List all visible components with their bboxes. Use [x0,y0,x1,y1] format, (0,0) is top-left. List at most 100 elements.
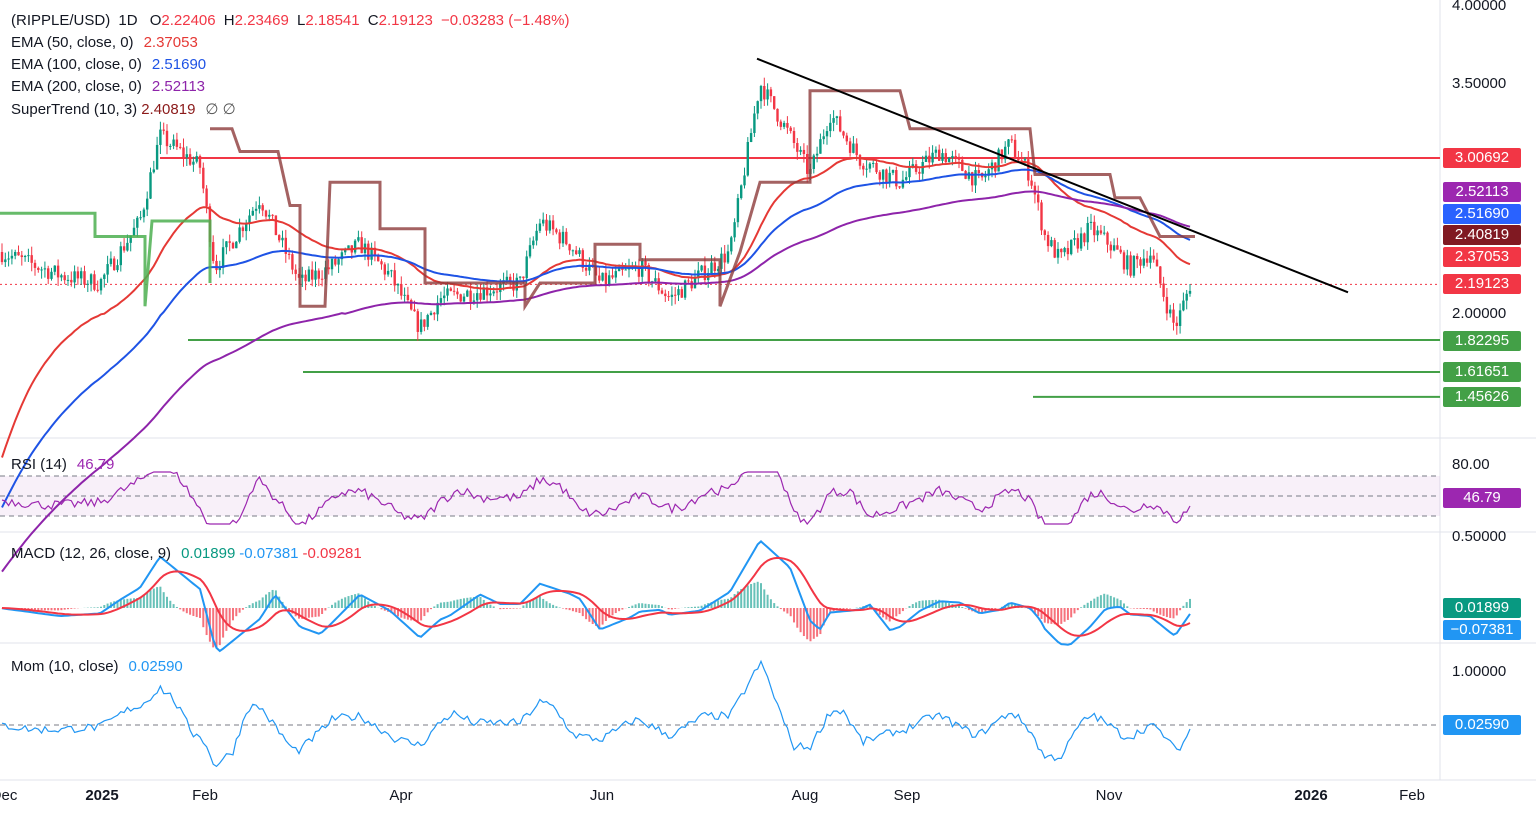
macd-hist-tag: 0.01899 [1443,598,1521,618]
candle-body [505,276,509,281]
candle-body [1010,139,1013,141]
candle-body [829,122,832,132]
candle-body [716,268,720,271]
candle-body [575,250,578,255]
candle-body [287,253,291,255]
candle-body [307,269,311,282]
candle-body [624,269,627,271]
candle-body [479,293,482,300]
candle-body [485,287,489,296]
candle-body [1155,259,1159,267]
candle-body [443,295,446,299]
candle-body [238,227,241,242]
candle-body [1129,255,1132,276]
candle-body [53,265,56,272]
candle-body [235,241,238,249]
price-tag-supertrend: 2.40819 [1443,225,1521,245]
price-tag-ema200: 2.52113 [1443,182,1521,202]
candle-body [1066,248,1070,255]
candle-body [792,130,796,143]
candle-body [357,237,360,241]
candle-body [901,179,905,188]
candle-body [522,276,525,279]
candle-body [446,288,449,296]
candle-body [839,116,842,132]
candle-body [987,169,990,176]
candle-body [126,242,129,251]
candle-body [687,280,690,282]
x-label: Feb [192,787,218,804]
candle-body [759,85,763,102]
candle-body [842,131,845,136]
ohlc-legend: (RIPPLE/USD) 1D O2.22406 H2.23469 L2.185… [11,12,570,29]
candle-body [614,271,617,278]
candle-body [525,256,528,279]
candle-body [852,143,855,153]
candle-body [218,267,221,271]
rsi-tick: 80.00 [1452,456,1490,473]
candle-body [872,162,875,164]
candle-body [245,223,248,232]
candle-body [380,261,383,265]
candle-body [713,262,716,271]
candle-body [268,214,271,217]
candle-body [551,220,555,230]
candle-body [1152,255,1155,260]
candle-body [456,291,459,295]
candle-body [773,96,776,109]
candle-body [396,284,400,286]
candle-body [604,272,608,285]
candle-body [449,288,452,291]
candle-body [17,251,20,256]
candle-body [439,298,443,303]
candle-body [146,198,149,210]
macd-legend: MACD (12, 26, close, 9) 0.01899 -0.07381 -0… [11,545,362,562]
rsi-legend: RSI (14) 46.79 [11,456,115,473]
candle-body [241,227,245,232]
candle-body [320,278,324,280]
candle-body [1023,159,1027,161]
candle-body [304,274,307,282]
candle-body [353,240,357,253]
x-label: Sep [893,787,921,804]
candle-body [941,153,944,161]
candle-body [700,265,703,271]
x-label: Dec [0,787,18,804]
candle-body [56,265,60,278]
candle-body [1083,233,1086,243]
candle-body [951,155,954,158]
candle-body [489,293,492,296]
candle-body [1116,245,1119,250]
candle-body [947,157,951,163]
candle-body [944,153,947,163]
candle-body [1169,309,1172,314]
candle-body [878,172,881,180]
momentum-legend: Mom (10, close) 0.02590 [11,658,183,675]
candle-body [1079,233,1083,249]
candle-body [598,275,601,281]
candle-body [122,246,126,251]
candle-body [1050,240,1053,247]
high-value: 2.23469 [234,12,289,29]
candle-body [73,271,76,283]
open-value: 2.22406 [161,12,216,29]
candle-body [271,214,274,216]
momentum-tag: 0.02590 [1443,715,1521,735]
price-tag-last: 2.19123 [1443,274,1521,294]
candle-body [528,245,532,257]
candle-body [1159,266,1162,284]
candle-body [825,131,829,137]
candle-body [155,144,159,170]
candle-body [344,248,347,253]
candle-body [538,223,542,231]
candle-body [918,171,921,174]
candle-body [400,284,403,296]
candle-body [1126,255,1129,270]
candle-body [113,258,116,271]
candle-body [96,289,99,291]
candle-body [888,172,891,183]
candle-body [360,237,363,254]
candle-body [482,287,485,300]
x-label: 2025 [85,787,119,804]
